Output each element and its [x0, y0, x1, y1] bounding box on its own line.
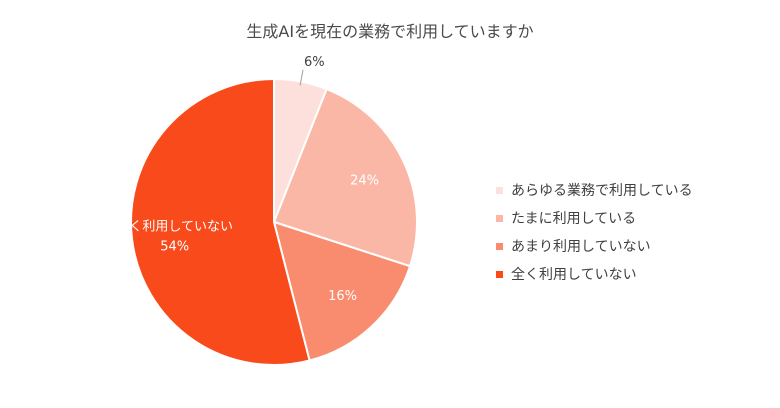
legend-label: 全く利用していない — [511, 267, 637, 283]
legend-swatch — [496, 186, 503, 194]
legend: あらゆる業務で利用している たまに利用している あまり利用していない 全く利用し… — [496, 176, 693, 288]
pie-slice — [272, 220, 412, 362]
value-label: 54% — [160, 240, 189, 255]
legend-label: たまに利用している — [511, 211, 637, 227]
legend-label: あまり利用していない — [511, 239, 651, 255]
value-label: 16% — [328, 289, 357, 304]
legend-item: あらゆる業務で利用している — [496, 176, 693, 204]
legend-label: あらゆる業務で利用している — [511, 183, 693, 199]
legend-swatch — [496, 270, 503, 278]
legend-item: 全く利用していない — [496, 260, 693, 288]
slice-category-label: 全く利用していない — [116, 219, 233, 235]
value-label: 24% — [350, 173, 379, 188]
legend-item: あまり利用していない — [496, 232, 693, 260]
value-label: 6% — [304, 55, 325, 70]
legend-swatch — [496, 214, 503, 222]
legend-swatch — [496, 242, 503, 250]
legend-item: たまに利用している — [496, 204, 693, 232]
chart-title: 生成AIを現在の業務で利用していますか — [246, 22, 534, 41]
leader-line — [299, 69, 304, 86]
pie-slice — [272, 87, 418, 268]
pie-slice — [130, 77, 311, 366]
